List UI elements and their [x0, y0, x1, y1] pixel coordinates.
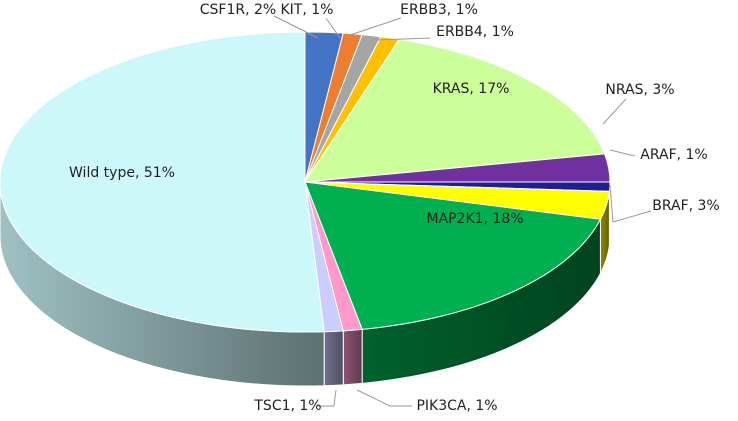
data-label-erbb4: ERBB4, 1%: [436, 24, 514, 40]
slice-map2k1: [304, 181, 602, 330]
leader-line-csf1r: [273, 15, 319, 39]
slice-kras: [304, 38, 606, 183]
pie-slices: [0, 31, 611, 333]
data-labels: CSF1R, 2% KIT, 1% ERBB3, 1% ERBB4, 1% KRAS, …: [69, 2, 720, 414]
data-label-araf: ARAF, 1%: [640, 147, 707, 163]
data-label-csf1r: CSF1R, 2%: [200, 2, 276, 18]
leader-line-tsc1: [318, 389, 337, 407]
data-label-kras: KRAS, 17%: [433, 81, 510, 97]
data-label-wild-type: Wild type, 51%: [69, 165, 175, 181]
data-label-braf: BRAF, 3%: [652, 198, 720, 214]
data-label-pik3ca: PIK3CA, 1%: [416, 398, 497, 414]
data-label-tsc1: TSC1, 1%: [253, 398, 321, 414]
leader-line-erbb4: [375, 37, 431, 41]
data-label-kit: KIT, 1%: [281, 2, 334, 18]
slice-side-tsc1: [323, 330, 344, 387]
leader-line-nras: [602, 98, 627, 125]
leader-line-araf: [609, 149, 636, 157]
slice-side-pik3ca: [342, 328, 363, 386]
data-label-map2k1: MAP2K1, 18%: [426, 211, 523, 227]
leader-lines: [273, 15, 652, 407]
slice-wild-type: [0, 31, 325, 333]
leader-line-pik3ca: [356, 389, 412, 407]
data-label-erbb3: ERBB3, 1%: [400, 2, 478, 18]
leader-line-erbb3: [346, 17, 402, 37]
data-label-nras: NRAS, 3%: [605, 82, 674, 98]
leader-line-braf: [609, 184, 652, 223]
leader-line-kit: [325, 17, 341, 39]
